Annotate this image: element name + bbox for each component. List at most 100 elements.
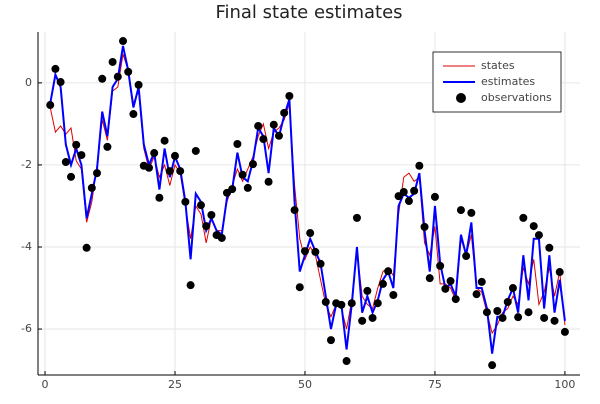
observation-point (134, 80, 143, 89)
observation-point (269, 120, 278, 129)
observation-point (347, 299, 356, 308)
observation-point (243, 183, 252, 192)
observation-point (373, 299, 382, 308)
observation-point (264, 177, 273, 186)
observation-point (155, 193, 164, 202)
observation-point (456, 206, 465, 215)
observation-point (119, 37, 128, 46)
observation-point (342, 357, 351, 366)
observation-point (170, 151, 179, 160)
observation-point (46, 101, 55, 110)
observation-point (61, 158, 70, 167)
observation-point (472, 290, 481, 299)
observation-point (326, 336, 335, 345)
observation-point (441, 284, 450, 293)
observation-point (560, 327, 569, 336)
observation-point (404, 197, 413, 206)
x-tick-label: 75 (428, 378, 442, 391)
observation-point (259, 135, 268, 144)
x-tick-label: 50 (298, 378, 312, 391)
observation-point (311, 247, 320, 256)
observation-point (337, 300, 346, 309)
observation-point (352, 213, 361, 222)
x-tick-label: 0 (42, 378, 49, 391)
observation-point (399, 188, 408, 197)
observation-point (191, 146, 200, 155)
observation-point (124, 67, 133, 76)
observation-point (534, 231, 543, 240)
observation-point (425, 274, 434, 283)
observation-point (113, 72, 122, 81)
observation-point (98, 74, 107, 83)
observation-point (144, 163, 153, 172)
observation-point (493, 306, 502, 315)
observation-point (150, 149, 159, 158)
legend-marker (456, 93, 466, 103)
observation-point (550, 316, 559, 325)
observation-point (202, 222, 211, 231)
observation-point (165, 167, 174, 176)
legend-label: observations (481, 91, 552, 104)
legend-label: estimates (481, 75, 535, 88)
observation-point (451, 295, 460, 304)
observation-point (368, 313, 377, 322)
observation-point (285, 92, 294, 101)
observation-point (529, 222, 538, 231)
observation-point (254, 121, 263, 130)
observation-point (477, 277, 486, 286)
observation-point (508, 284, 517, 293)
x-tick-label: 25 (168, 378, 182, 391)
y-tick-label: -4 (21, 240, 32, 253)
y-tick-label: -2 (21, 158, 32, 171)
observation-point (217, 233, 226, 242)
observation-point (358, 316, 367, 325)
observation-point (519, 213, 528, 222)
observation-point (207, 210, 216, 219)
observation-point (103, 142, 112, 151)
observation-point (540, 313, 549, 322)
y-tick-label: 0 (25, 76, 32, 89)
observation-point (384, 267, 393, 276)
observation-point (410, 186, 419, 195)
observation-point (160, 136, 169, 145)
chart-title: Final state estimates (215, 2, 402, 23)
observation-point (462, 252, 471, 261)
observation-point (415, 161, 424, 170)
observation-point (316, 259, 325, 268)
observation-point (503, 297, 512, 306)
observation-point (93, 169, 102, 178)
observation-point (56, 78, 65, 87)
legend-label: states (481, 59, 515, 72)
observation-point (248, 160, 257, 169)
observation-point (290, 206, 299, 215)
observation-point (300, 247, 309, 256)
observation-point (321, 297, 330, 306)
observation-point (77, 151, 86, 160)
x-tick-label: 100 (554, 378, 575, 391)
observation-point (233, 140, 242, 149)
observation-point (436, 261, 445, 270)
observation-point (72, 140, 81, 149)
observation-point (498, 313, 507, 322)
observation-point (363, 286, 372, 295)
observation-point (430, 192, 439, 201)
observation-point (295, 283, 304, 292)
y-tick-label: -6 (21, 322, 32, 335)
observation-point (306, 229, 315, 238)
observation-point (108, 57, 117, 66)
observation-point (238, 170, 247, 179)
observation-point (488, 361, 497, 370)
observation-point (176, 167, 185, 176)
observation-point (389, 290, 398, 299)
observation-point (514, 313, 523, 322)
observation-point (482, 308, 491, 317)
series-line (49, 45, 566, 354)
observation-point (196, 201, 205, 210)
observation-point (274, 131, 283, 140)
observation-point (51, 64, 60, 73)
observation-point (524, 308, 533, 317)
observation-point (87, 183, 96, 192)
observation-point (280, 108, 289, 117)
observation-point (181, 197, 190, 206)
